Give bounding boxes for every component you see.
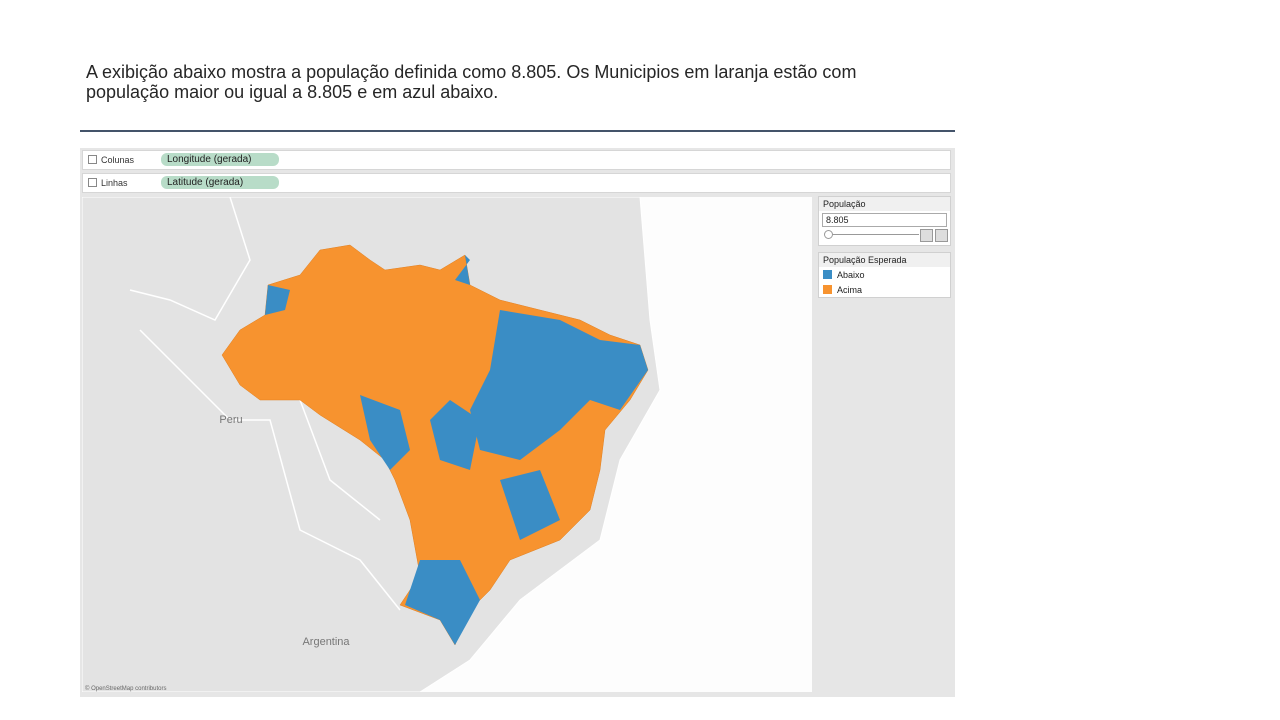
- map-label: Peru: [219, 414, 242, 426]
- shelf-icon: [88, 178, 97, 187]
- legend-item[interactable]: Acima: [819, 282, 950, 297]
- divider: [80, 130, 955, 132]
- legend-items: Abaixo Acima: [819, 267, 950, 297]
- columns-shelf: Colunas Longitude (gerada): [82, 150, 951, 170]
- map: Peru Argentina © OpenStreetMap contribut…: [82, 197, 812, 692]
- slide-text: A exibição abaixo mostra a população def…: [86, 62, 857, 102]
- legend-label: Acima: [837, 284, 863, 295]
- legend-swatch: [823, 285, 832, 294]
- step-back[interactable]: [920, 229, 933, 242]
- map-label: Argentina: [302, 636, 350, 648]
- legend-title: População Esperada: [819, 253, 950, 267]
- legend-label: Abaixo: [837, 269, 865, 280]
- step-forward[interactable]: [935, 229, 948, 242]
- attribution: © OpenStreetMap contributors: [85, 685, 166, 692]
- rows-shelf: Linhas Latitude (gerada): [82, 173, 951, 193]
- field-pill[interactable]: Latitude (gerada): [161, 176, 279, 189]
- legend-item[interactable]: Abaixo: [819, 267, 950, 282]
- parameter-control: População 8.805: [818, 196, 951, 246]
- color-legend: População Esperada Abaixo Acima: [818, 252, 951, 298]
- shelf-icon: [88, 155, 97, 164]
- field-pill[interactable]: Longitude (gerada): [161, 153, 279, 166]
- borders: [129, 197, 401, 611]
- shelf-name: Colunas: [101, 155, 135, 165]
- legend-swatch: [823, 270, 832, 279]
- parameter-input[interactable]: 8.805: [822, 213, 947, 227]
- parameter-title: População: [819, 197, 950, 211]
- slider-thumb[interactable]: [824, 230, 833, 239]
- slider-track: [825, 234, 919, 235]
- below-threshold-areas: [265, 255, 648, 645]
- shelf-name: Linhas: [101, 178, 128, 188]
